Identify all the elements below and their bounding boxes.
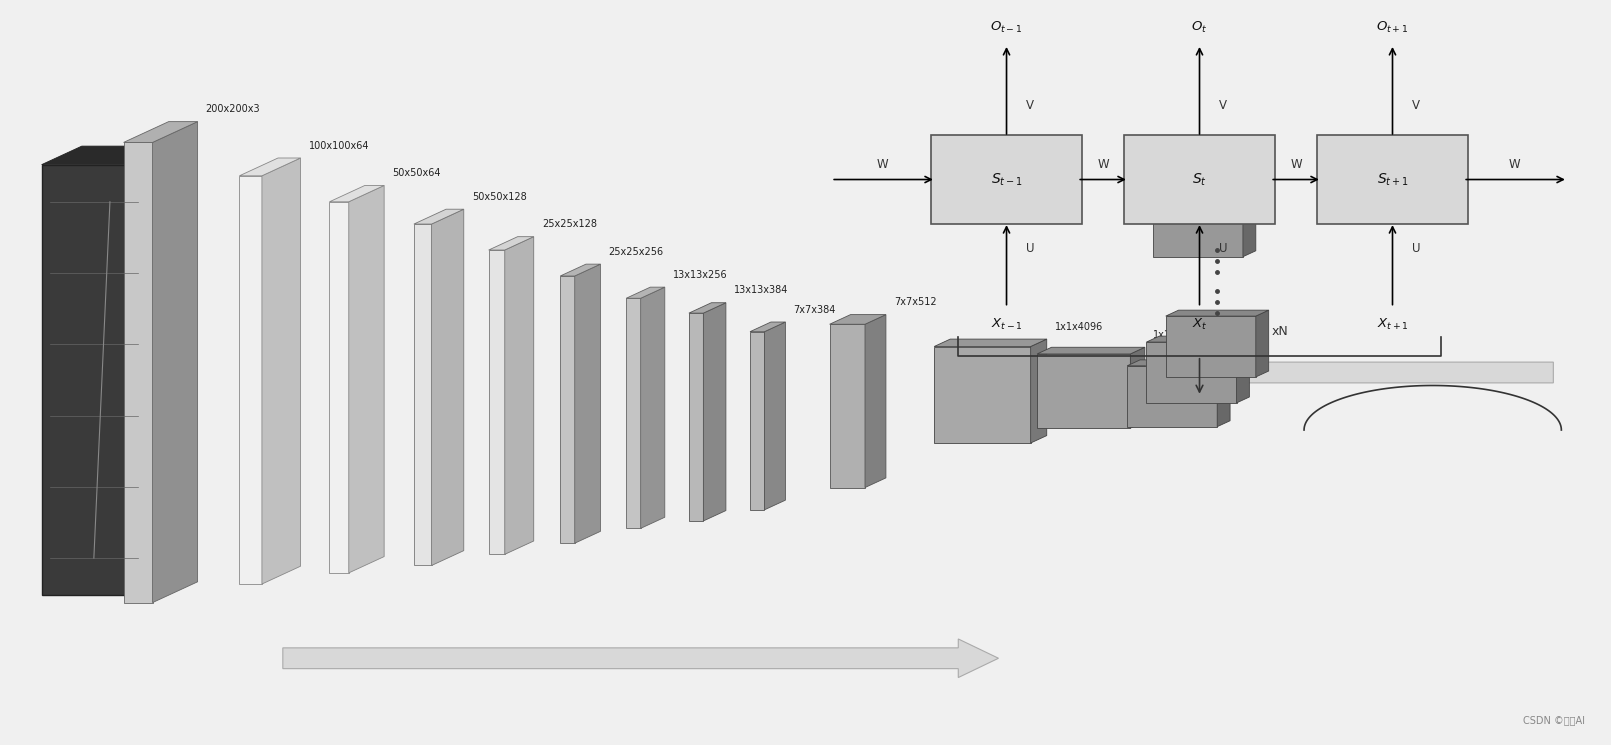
Text: 100x100x64: 100x100x64 [309, 141, 369, 150]
Polygon shape [488, 237, 533, 250]
Polygon shape [830, 324, 865, 487]
Polygon shape [240, 158, 301, 176]
Text: 25x25x256: 25x25x256 [609, 247, 664, 257]
Polygon shape [284, 639, 999, 677]
Polygon shape [124, 142, 153, 603]
Text: $O_{t+1}$: $O_{t+1}$ [1376, 20, 1408, 35]
Text: U: U [1026, 242, 1034, 255]
Polygon shape [934, 339, 1047, 346]
Text: $S_{t-1}$: $S_{t-1}$ [991, 171, 1023, 188]
Polygon shape [934, 346, 1031, 443]
Text: 50x50x64: 50x50x64 [391, 168, 441, 178]
Text: V: V [1026, 98, 1034, 112]
Polygon shape [147, 146, 187, 595]
Polygon shape [1147, 336, 1250, 342]
Text: $X_{t+1}$: $X_{t+1}$ [1377, 317, 1408, 332]
Polygon shape [414, 209, 464, 224]
Polygon shape [1237, 336, 1250, 403]
Text: V: V [1220, 98, 1228, 112]
Polygon shape [830, 314, 886, 324]
Text: W: W [876, 158, 889, 171]
Polygon shape [1153, 199, 1244, 257]
Polygon shape [1037, 347, 1145, 354]
Polygon shape [1128, 366, 1218, 427]
Text: U: U [1411, 242, 1421, 255]
Polygon shape [1257, 310, 1269, 377]
Polygon shape [504, 237, 533, 554]
Polygon shape [414, 224, 432, 565]
Polygon shape [690, 313, 704, 521]
Polygon shape [1153, 193, 1257, 199]
Text: 13x13x256: 13x13x256 [673, 270, 728, 279]
Polygon shape [627, 287, 665, 298]
Text: V: V [1411, 98, 1419, 112]
Polygon shape [751, 332, 765, 510]
FancyBboxPatch shape [931, 135, 1083, 224]
Text: $S_{t+1}$: $S_{t+1}$ [1377, 171, 1408, 188]
Text: 1x1x4096: 1x1x4096 [1055, 322, 1104, 332]
Polygon shape [627, 298, 641, 528]
Polygon shape [432, 209, 464, 565]
Polygon shape [704, 302, 727, 521]
Polygon shape [1218, 360, 1231, 427]
Text: $X_t$: $X_t$ [1192, 317, 1207, 332]
Polygon shape [1037, 354, 1131, 428]
Polygon shape [42, 146, 187, 165]
Polygon shape [330, 202, 348, 573]
Text: $X_{t-1}$: $X_{t-1}$ [991, 317, 1023, 332]
Text: W: W [1097, 158, 1108, 171]
Polygon shape [1166, 310, 1269, 316]
Polygon shape [488, 250, 504, 554]
Polygon shape [263, 158, 301, 584]
Polygon shape [1128, 360, 1231, 366]
Polygon shape [1168, 355, 1553, 390]
Polygon shape [561, 264, 601, 276]
Text: U: U [1220, 242, 1228, 255]
Text: 25x25x128: 25x25x128 [541, 219, 596, 229]
Text: $S_t$: $S_t$ [1192, 171, 1207, 188]
Text: CSDN ©数学AI: CSDN ©数学AI [1524, 715, 1585, 725]
FancyBboxPatch shape [1316, 135, 1468, 224]
Polygon shape [690, 302, 727, 313]
Polygon shape [42, 165, 147, 595]
Polygon shape [1031, 339, 1047, 443]
Polygon shape [561, 276, 575, 543]
Polygon shape [1147, 342, 1237, 403]
Polygon shape [330, 186, 383, 202]
Polygon shape [751, 322, 786, 332]
FancyBboxPatch shape [1124, 135, 1274, 224]
Polygon shape [1131, 347, 1145, 428]
Text: 7x7x384: 7x7x384 [794, 305, 836, 314]
Text: $O_t$: $O_t$ [1192, 20, 1208, 35]
Polygon shape [1166, 316, 1257, 377]
Text: 1x1x1024: 1x1x1024 [1153, 330, 1202, 340]
Polygon shape [348, 186, 383, 573]
Polygon shape [865, 314, 886, 487]
Polygon shape [240, 176, 263, 584]
Text: xN: xN [1271, 325, 1289, 338]
Polygon shape [124, 121, 198, 142]
Text: W: W [1510, 158, 1521, 171]
Polygon shape [153, 121, 198, 603]
Text: $O_{t-1}$: $O_{t-1}$ [991, 20, 1023, 35]
Text: 50x50x128: 50x50x128 [472, 191, 527, 202]
Text: 13x13x384: 13x13x384 [735, 285, 788, 295]
Text: 7x7x512: 7x7x512 [894, 297, 936, 307]
Text: W: W [1290, 158, 1302, 171]
Polygon shape [1244, 193, 1257, 257]
Polygon shape [765, 322, 786, 510]
Polygon shape [575, 264, 601, 543]
Text: 200x200x3: 200x200x3 [206, 104, 261, 114]
Polygon shape [641, 287, 665, 528]
